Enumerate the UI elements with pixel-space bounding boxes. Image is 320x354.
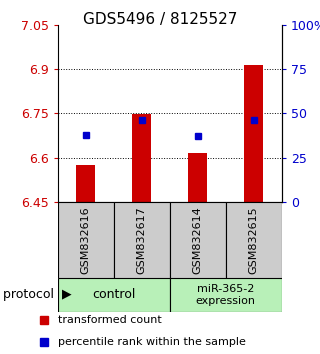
Bar xyxy=(132,114,151,202)
Bar xyxy=(244,65,263,202)
Text: GSM832616: GSM832616 xyxy=(81,206,91,274)
Bar xyxy=(188,153,207,202)
Text: GSM832617: GSM832617 xyxy=(137,206,147,274)
Bar xyxy=(114,202,170,278)
Bar xyxy=(170,278,282,312)
Bar xyxy=(170,202,226,278)
Bar xyxy=(58,202,114,278)
Text: GDS5496 / 8125527: GDS5496 / 8125527 xyxy=(83,12,237,27)
Bar xyxy=(226,202,282,278)
Bar xyxy=(76,165,95,202)
Text: transformed count: transformed count xyxy=(59,315,162,325)
Text: control: control xyxy=(92,288,135,301)
Text: GSM832615: GSM832615 xyxy=(249,206,259,274)
Text: percentile rank within the sample: percentile rank within the sample xyxy=(59,337,246,347)
Text: protocol  ▶: protocol ▶ xyxy=(3,288,72,301)
Text: GSM832614: GSM832614 xyxy=(193,206,203,274)
Bar xyxy=(58,278,170,312)
Text: miR-365-2
expression: miR-365-2 expression xyxy=(196,284,256,306)
